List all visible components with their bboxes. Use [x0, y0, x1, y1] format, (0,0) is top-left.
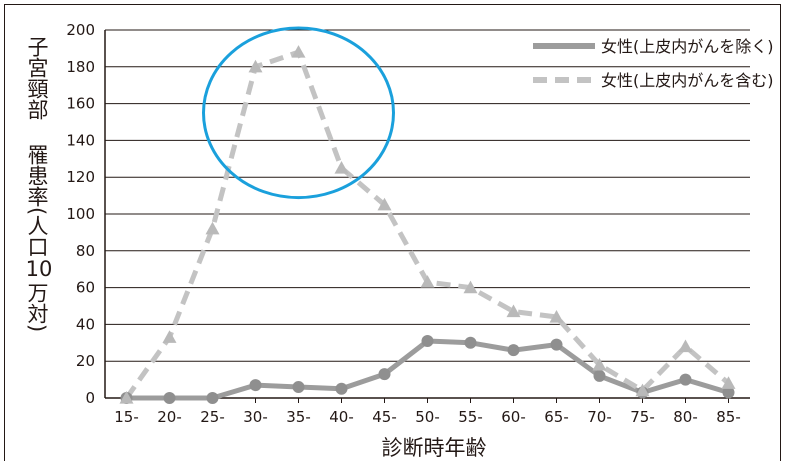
x-tick-label: 55-: [458, 408, 483, 426]
y-axis-label-part: 10: [25, 257, 53, 282]
x-tick-label: 60-: [501, 408, 526, 426]
y-tick-label: 80: [76, 242, 95, 260]
y-axis-label-part: 罹患率: [25, 144, 49, 207]
y-axis-label-part: 人口: [25, 215, 49, 258]
x-tick-label: 45-: [372, 408, 397, 426]
data-point-triangle: [119, 391, 134, 404]
y-tick-label: 140: [66, 131, 95, 149]
y-axis-label-part: (: [25, 207, 49, 216]
data-point-triangle: [506, 304, 521, 318]
data-point-circle: [507, 344, 520, 357]
legend-label: 女性(上皮内がんを含む): [601, 71, 774, 90]
x-axis-label: 診断時年齢: [381, 436, 487, 460]
y-tick-label: 40: [76, 315, 95, 333]
x-tick-label: 80-: [673, 408, 698, 426]
y-tick-label: 100: [66, 205, 95, 223]
data-point-triangle: [420, 275, 435, 288]
x-tick-label: 35-: [286, 408, 311, 426]
data-point-circle: [335, 382, 348, 395]
y-tick-label: 20: [76, 352, 95, 370]
y-axis-label-part: ): [25, 324, 49, 333]
data-point-circle: [421, 334, 434, 347]
x-tick-label: 65-: [544, 408, 569, 426]
data-point-triangle: [463, 280, 478, 294]
y-tick-label: 180: [66, 58, 95, 76]
y-tick-label: 160: [66, 95, 95, 113]
x-tick-label: 25-: [200, 408, 225, 426]
data-point-circle: [550, 338, 563, 351]
y-tick-label: 60: [76, 279, 95, 297]
data-point-circle: [679, 373, 692, 386]
x-tick-label: 20-: [157, 408, 182, 426]
legend-label: 女性(上皮内がんを除く): [601, 37, 774, 56]
y-tick-label: 0: [85, 389, 95, 407]
y-tick-label: 200: [66, 21, 95, 39]
data-point-circle: [292, 380, 305, 393]
data-point-triangle: [592, 357, 607, 371]
data-point-triangle: [162, 330, 177, 343]
data-point-circle: [163, 392, 176, 404]
data-point-triangle: [678, 339, 693, 353]
data-point-triangle: [334, 161, 349, 174]
chart-frame: [4, 4, 781, 461]
data-point-triangle: [205, 221, 220, 235]
highlight-ellipse: [202, 26, 395, 200]
y-axis-label-part: 万対: [25, 282, 49, 325]
y-axis-label-part: 子宮頸部: [25, 36, 49, 120]
data-point-triangle: [377, 197, 392, 211]
data-point-triangle: [291, 45, 306, 58]
x-tick-label: 40-: [329, 408, 354, 426]
data-point-circle: [249, 379, 262, 392]
x-tick-label: 50-: [415, 408, 440, 426]
y-axis-label: 子宮頸部 罹患率 ( 人口 10 万対 ): [24, 36, 54, 332]
x-tick-label: 85-: [716, 408, 741, 426]
x-tick-label: 30-: [243, 408, 268, 426]
data-point-triangle: [721, 376, 736, 389]
data-point-circle: [722, 386, 735, 399]
data-point-triangle: [635, 383, 650, 397]
data-point-triangle: [549, 310, 564, 323]
x-tick-label: 15-: [114, 408, 139, 426]
x-tick-label: 75-: [630, 408, 655, 426]
x-tick-label: 70-: [587, 408, 612, 426]
y-tick-label: 120: [66, 168, 95, 186]
data-point-triangle: [248, 59, 263, 73]
data-point-circle: [206, 392, 219, 404]
data-point-circle: [593, 369, 606, 382]
data-point-circle: [378, 368, 391, 381]
data-point-circle: [464, 336, 477, 349]
